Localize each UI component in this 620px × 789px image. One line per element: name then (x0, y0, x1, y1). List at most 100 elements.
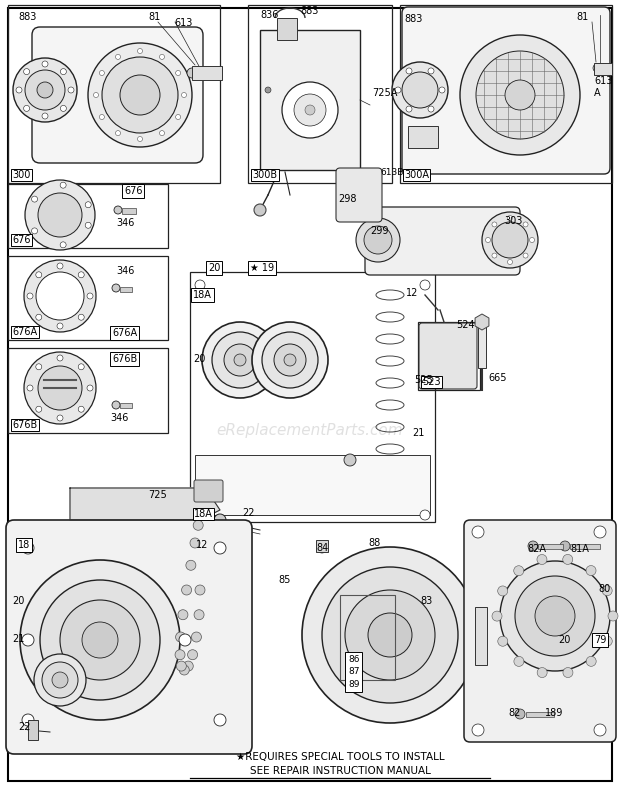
Text: 676B: 676B (12, 420, 37, 430)
Circle shape (529, 237, 534, 242)
Circle shape (32, 228, 38, 234)
Circle shape (535, 596, 575, 636)
Circle shape (439, 87, 445, 93)
Bar (418, 322, 480, 390)
Circle shape (192, 632, 202, 642)
Circle shape (350, 192, 366, 208)
Text: 300B: 300B (252, 170, 277, 180)
Bar (526, 712, 554, 717)
Circle shape (586, 566, 596, 575)
Text: 676B: 676B (112, 354, 137, 364)
Circle shape (120, 75, 160, 115)
Text: 303: 303 (504, 216, 523, 226)
Circle shape (214, 542, 226, 554)
Text: 21: 21 (12, 634, 24, 644)
FancyBboxPatch shape (194, 480, 223, 502)
Circle shape (176, 661, 187, 671)
Text: 883: 883 (404, 14, 422, 24)
Text: 20: 20 (193, 354, 205, 364)
Text: ★REQUIRES SPECIAL TOOLS TO INSTALL: ★REQUIRES SPECIAL TOOLS TO INSTALL (236, 752, 445, 762)
Circle shape (602, 585, 612, 596)
Bar (260, 30, 360, 170)
FancyBboxPatch shape (464, 520, 616, 742)
Circle shape (60, 106, 66, 111)
Text: 346: 346 (110, 413, 128, 423)
Bar (190, 272, 435, 522)
Text: 82: 82 (508, 708, 520, 718)
Circle shape (175, 114, 180, 119)
Circle shape (78, 364, 84, 370)
Circle shape (505, 80, 535, 110)
Circle shape (88, 43, 192, 147)
Circle shape (392, 62, 448, 118)
Circle shape (190, 538, 200, 548)
Text: 346: 346 (116, 266, 135, 276)
Text: ★ 19: ★ 19 (250, 263, 274, 273)
Circle shape (302, 547, 478, 723)
Text: 18A: 18A (194, 509, 213, 519)
Circle shape (514, 566, 524, 576)
Bar (400, 5, 612, 183)
Circle shape (560, 541, 570, 551)
Circle shape (420, 510, 430, 520)
Bar (538, 544, 563, 549)
Text: 613: 613 (174, 18, 192, 28)
Circle shape (112, 401, 120, 409)
Text: 836: 836 (260, 10, 278, 20)
Circle shape (420, 280, 430, 290)
Circle shape (284, 354, 296, 366)
Circle shape (434, 344, 462, 372)
Circle shape (274, 344, 306, 376)
Circle shape (515, 709, 525, 719)
Circle shape (472, 724, 484, 736)
Circle shape (402, 72, 438, 108)
FancyBboxPatch shape (336, 168, 382, 222)
Bar (478, 318, 486, 368)
Circle shape (57, 263, 63, 269)
Bar (8, 348, 168, 433)
Circle shape (138, 48, 143, 54)
Bar (8, 184, 168, 248)
Circle shape (492, 611, 502, 621)
Circle shape (85, 222, 91, 228)
Circle shape (195, 280, 205, 290)
Text: 525: 525 (414, 375, 433, 385)
Circle shape (115, 54, 120, 59)
Circle shape (182, 585, 192, 595)
Circle shape (528, 541, 538, 551)
Circle shape (82, 622, 118, 658)
Text: 725: 725 (148, 490, 167, 500)
Circle shape (515, 576, 595, 656)
Circle shape (60, 69, 66, 75)
Circle shape (194, 610, 204, 619)
Circle shape (42, 113, 48, 119)
Text: 85: 85 (278, 575, 290, 585)
Circle shape (57, 323, 63, 329)
Text: 81A: 81A (570, 544, 589, 554)
Circle shape (102, 57, 178, 133)
Circle shape (186, 560, 196, 570)
Circle shape (25, 180, 95, 250)
Circle shape (195, 510, 205, 520)
Circle shape (406, 106, 412, 112)
Circle shape (317, 543, 327, 553)
Bar (594, 63, 612, 75)
Circle shape (13, 58, 77, 122)
Text: 613B: 613B (380, 168, 404, 177)
Circle shape (40, 580, 160, 700)
Circle shape (94, 92, 99, 98)
FancyBboxPatch shape (32, 27, 203, 163)
Circle shape (52, 672, 68, 688)
Circle shape (188, 649, 198, 660)
Circle shape (37, 82, 53, 98)
Circle shape (99, 114, 104, 119)
Circle shape (498, 636, 508, 646)
Text: 676: 676 (124, 186, 143, 196)
Bar (8, 256, 168, 340)
Bar (120, 287, 132, 292)
Circle shape (57, 355, 63, 361)
Bar (192, 66, 222, 80)
Circle shape (78, 314, 84, 320)
Circle shape (32, 196, 38, 202)
Text: 12: 12 (406, 288, 419, 298)
